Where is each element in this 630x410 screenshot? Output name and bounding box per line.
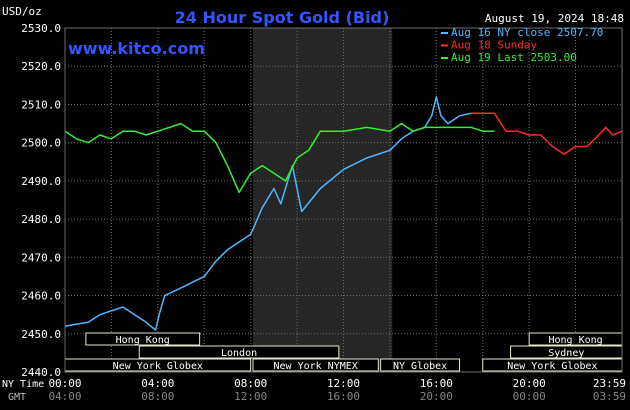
x-tick-label-ny: 08:00	[234, 377, 267, 390]
x-tick-label-ny: 20:00	[513, 377, 546, 390]
session-box	[138, 345, 340, 359]
session-label: NY Globex	[393, 361, 447, 372]
session-label: New York Globex	[113, 361, 203, 372]
x-axis-ticks: 00:00 04:00 08:00 12:00 16:00 20:00 23:5904:00…	[48, 377, 626, 403]
legend-entry: Aug 18 Sunday	[451, 39, 537, 52]
session-label: New York NYMEX	[274, 361, 358, 372]
plot-frame	[64, 27, 623, 373]
x-tick-label-gmt: 03:59	[593, 390, 626, 403]
chart-date: August 19, 2024 18:48	[485, 12, 624, 25]
x-tick-label-ny: 23:59	[593, 377, 626, 390]
x-tick-label-gmt: 04:00	[48, 390, 81, 403]
session-label: New York Globex	[507, 361, 597, 372]
price-series	[64, 96, 623, 331]
kitco-site-link[interactable]: www.kitco.com	[68, 39, 205, 58]
x-tick-label-ny: 00:00	[48, 377, 81, 390]
y-tick-label: 2450.0	[21, 328, 61, 341]
y-tick-label: 2500.0	[21, 137, 61, 150]
x-tick-label-ny: 04:00	[141, 377, 174, 390]
y-tick-label: 2530.0	[21, 22, 61, 35]
y-tick-label: 2470.0	[21, 251, 61, 264]
y-tick-label: 2440.0	[21, 366, 61, 379]
y-tick-label: 2480.0	[21, 213, 61, 226]
y-tick-label: 2510.0	[21, 98, 61, 111]
legend-entry: Aug 19 Last 2503.00	[451, 51, 577, 64]
legend-entry: Aug 16 NY close 2507.70	[451, 26, 603, 39]
session-label: Hong Kong	[116, 335, 170, 346]
session-box	[380, 358, 461, 372]
market-sessions: Hong Kong London New York Globex New York N…	[64, 332, 623, 372]
session-box	[252, 358, 379, 372]
x-tick-label-ny: 12:00	[327, 377, 360, 390]
y-tick-label: 2520.0	[21, 60, 61, 73]
chart-title: 24 Hour Spot Gold (Bid)	[175, 8, 390, 27]
x-tick-label-gmt: 16:00	[327, 390, 360, 403]
x-axis-label-ny: NY Time	[2, 379, 44, 390]
x-tick-label-gmt: 12:00	[234, 390, 267, 403]
session-label: London	[221, 348, 257, 359]
x-tick-label-gmt: 08:00	[141, 390, 174, 403]
nymex-highlight-band	[252, 28, 393, 372]
session-box	[85, 332, 201, 346]
x-axis-label-gmt: GMT	[8, 392, 26, 403]
series-line	[64, 96, 472, 331]
series-line	[64, 122, 495, 194]
y-axis-unit: USD/oz	[2, 5, 42, 18]
session-label: Hong Kong	[548, 335, 602, 346]
y-axis-ticks: 2530.0 2520.0 2510.0 2500.0 2490.0 2480.0 2470…	[21, 22, 61, 379]
x-tick-label-ny: 16:00	[420, 377, 453, 390]
y-tick-label: 2490.0	[21, 175, 61, 188]
series-line	[471, 112, 623, 155]
x-tick-label-gmt: 20:00	[420, 390, 453, 403]
session-label: Sydney	[548, 348, 584, 359]
y-tick-label: 2460.0	[21, 290, 61, 303]
x-tick-label-gmt: 00:00	[513, 390, 546, 403]
